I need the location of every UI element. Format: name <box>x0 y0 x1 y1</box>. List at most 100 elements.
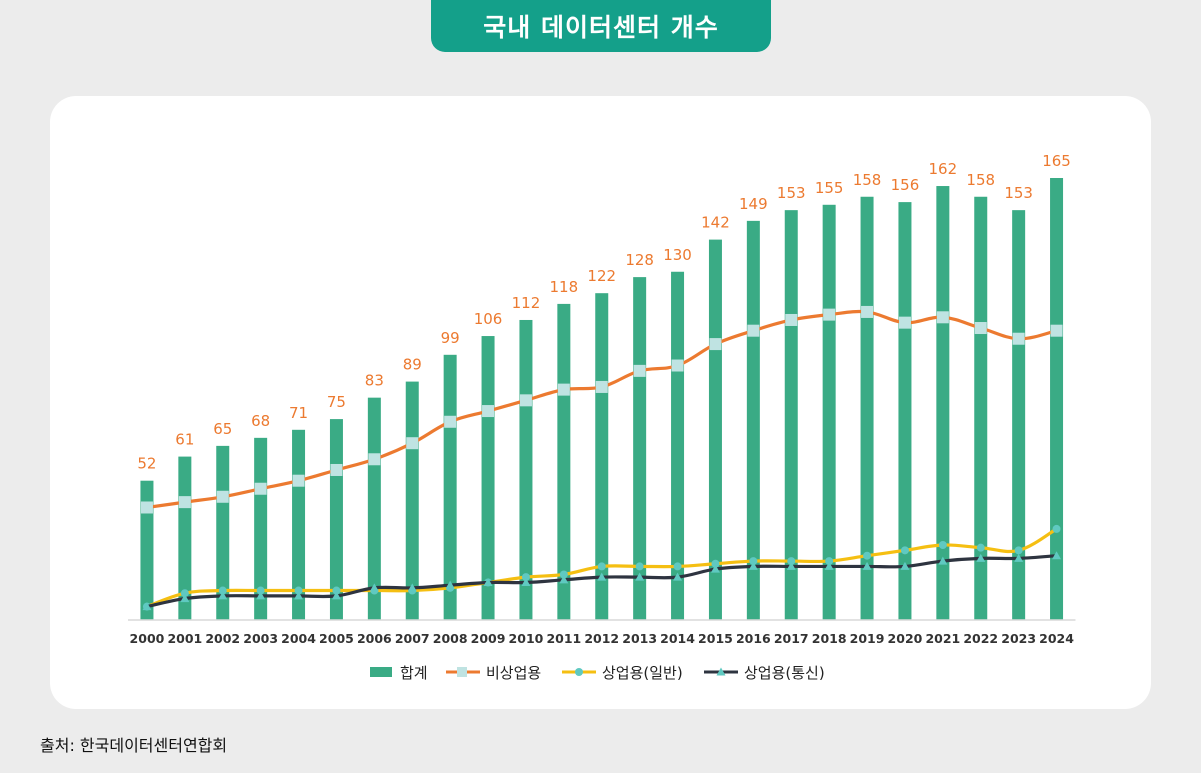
marker-commercial-general-2022 <box>976 543 985 552</box>
x-tick-label-2006: 2006 <box>357 631 392 646</box>
marker-commercial-telecom-2022 <box>976 553 986 562</box>
x-tick-label-2018: 2018 <box>812 631 847 646</box>
marker-commercial-telecom-2000 <box>142 602 152 611</box>
x-tick-label-2023: 2023 <box>1001 631 1036 646</box>
marker-commercial-telecom-2014 <box>673 572 683 581</box>
x-tick-label-2016: 2016 <box>736 631 771 646</box>
data-label-2022: 158 <box>966 171 995 189</box>
marker-non-commercial-2003 <box>254 482 267 495</box>
x-tick-label-2002: 2002 <box>205 631 240 646</box>
bar-2009 <box>481 336 495 620</box>
bar-2002 <box>216 445 230 620</box>
marker-commercial-telecom-2015 <box>710 564 720 573</box>
bar-2021 <box>936 186 950 620</box>
bar-2020 <box>898 202 912 620</box>
marker-non-commercial-2007 <box>406 437 419 450</box>
data-label-2008: 99 <box>441 329 460 347</box>
marker-commercial-telecom-2011 <box>559 575 569 584</box>
marker-commercial-general-2012 <box>597 562 606 571</box>
marker-commercial-general-2005 <box>332 586 341 595</box>
chart-card: 52 61 65 68 71 75 83 89 99 106 112 118 122 128 130 142 1… <box>50 96 1151 709</box>
marker-commercial-telecom-2018 <box>824 561 834 570</box>
x-tick-label-2021: 2021 <box>925 631 960 646</box>
x-tick-label-2019: 2019 <box>850 631 885 646</box>
x-tick-label-2014: 2014 <box>660 631 695 646</box>
marker-non-commercial-2017 <box>785 313 798 326</box>
x-tick-label-2020: 2020 <box>888 631 923 646</box>
marker-non-commercial-2019 <box>861 305 874 318</box>
marker-non-commercial-2014 <box>671 359 684 372</box>
marker-non-commercial-2024 <box>1050 324 1063 337</box>
bar-2012 <box>595 293 609 620</box>
data-label-2021: 162 <box>929 160 958 178</box>
marker-commercial-telecom-2013 <box>635 572 645 581</box>
source-note: 출처: 한국데이터센터연합회 <box>40 736 228 755</box>
data-label-2018: 155 <box>815 179 844 197</box>
bar-2024 <box>1050 178 1064 620</box>
marker-commercial-general-2021 <box>938 540 947 549</box>
chart-title: 국내 데이터센터 개수 <box>431 0 771 52</box>
legend-label-total: 합계 <box>400 664 428 682</box>
marker-commercial-general-2003 <box>256 586 265 595</box>
marker-commercial-telecom-2010 <box>521 577 531 586</box>
data-label-2012: 122 <box>587 267 616 285</box>
legend-marker-commercial-telecom <box>716 667 726 676</box>
legend-swatch-total <box>370 667 392 677</box>
marker-commercial-telecom-2017 <box>786 561 796 570</box>
marker-non-commercial-2012 <box>595 380 608 393</box>
marker-non-commercial-2005 <box>330 463 343 476</box>
data-label-2013: 128 <box>625 251 654 269</box>
marker-non-commercial-2021 <box>936 311 949 324</box>
bar-2019 <box>860 196 874 620</box>
marker-commercial-general-2016 <box>749 557 758 566</box>
bar-2022 <box>974 196 988 620</box>
marker-commercial-general-2011 <box>559 570 568 579</box>
bar-2016 <box>746 220 760 620</box>
data-label-2020: 156 <box>891 176 920 194</box>
data-label-2016: 149 <box>739 195 768 213</box>
data-label-2024: 165 <box>1042 152 1071 170</box>
marker-non-commercial-2009 <box>482 405 495 418</box>
marker-non-commercial-2008 <box>444 415 457 428</box>
bar-2018 <box>822 204 836 620</box>
marker-commercial-general-2001 <box>180 589 189 598</box>
marker-non-commercial-2004 <box>292 474 305 487</box>
data-label-2005: 75 <box>327 393 346 411</box>
x-tick-label-2015: 2015 <box>698 631 733 646</box>
x-tick-label-2008: 2008 <box>433 631 468 646</box>
x-tick-label-2000: 2000 <box>130 631 165 646</box>
data-label-2014: 130 <box>663 246 692 264</box>
marker-commercial-general-2017 <box>787 557 796 566</box>
marker-commercial-general-2002 <box>218 586 227 595</box>
marker-commercial-telecom-2008 <box>445 580 455 589</box>
marker-commercial-general-2019 <box>863 551 872 560</box>
data-label-2000: 52 <box>137 455 156 473</box>
bar-2017 <box>784 210 798 620</box>
marker-commercial-general-2018 <box>825 557 834 566</box>
data-label-2007: 89 <box>403 356 422 374</box>
bar-2006 <box>367 397 381 620</box>
data-label-2004: 71 <box>289 404 308 422</box>
x-tick-label-2024: 2024 <box>1039 631 1074 646</box>
data-label-2003: 68 <box>251 412 270 430</box>
marker-commercial-telecom-2009 <box>483 577 493 586</box>
marker-commercial-general-2014 <box>673 562 682 571</box>
marker-commercial-general-2010 <box>521 573 530 582</box>
marker-non-commercial-2023 <box>1012 332 1025 345</box>
data-label-2009: 106 <box>474 310 503 328</box>
bar-2000 <box>140 480 154 620</box>
bar-2011 <box>557 303 571 620</box>
legend-label-commercial-telecom: 상업용(통신) <box>744 664 825 682</box>
marker-non-commercial-2022 <box>974 322 987 335</box>
marker-non-commercial-2011 <box>557 383 570 396</box>
marker-non-commercial-2018 <box>823 308 836 321</box>
marker-non-commercial-2013 <box>633 364 646 377</box>
marker-non-commercial-2016 <box>747 324 760 337</box>
x-tick-label-2012: 2012 <box>584 631 619 646</box>
marker-commercial-general-2020 <box>900 546 909 555</box>
legend-label-non-commercial: 비상업용 <box>486 664 541 682</box>
bar-2013 <box>633 277 647 620</box>
data-label-2001: 61 <box>175 431 194 449</box>
marker-commercial-telecom-2003 <box>256 591 266 600</box>
legend-label-commercial-general: 상업용(일반) <box>602 664 683 682</box>
